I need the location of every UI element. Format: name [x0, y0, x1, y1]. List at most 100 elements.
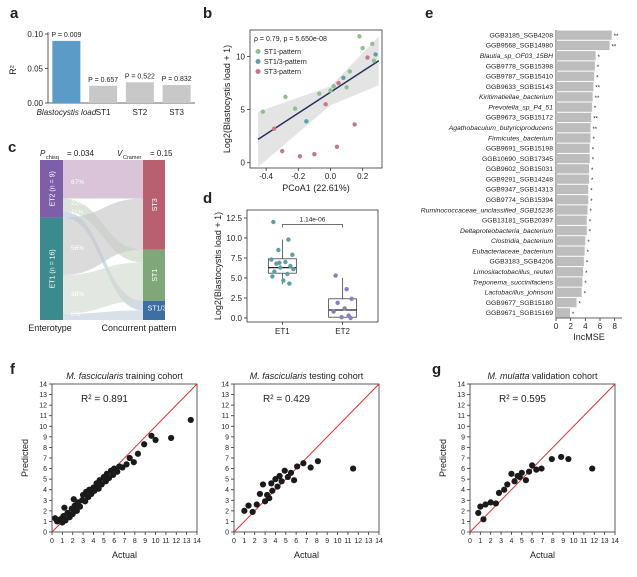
legend-marker [255, 49, 261, 54]
confidence-band [258, 36, 379, 167]
data-point [533, 466, 540, 473]
data-point [487, 499, 494, 506]
significance-stars: * [590, 189, 593, 195]
legend-label: ST1/3-pattern [264, 59, 307, 66]
x-tick-label: ST3 [169, 108, 184, 117]
y-tick-label: 12 [457, 403, 465, 410]
x-tick-label: 10 [570, 538, 578, 545]
x-axis-label: PCoA1 (22.61%) [282, 183, 350, 193]
data-point [148, 432, 155, 439]
feature-label: GGB9677_SGB15180 [486, 300, 553, 307]
significance-stars: * [584, 291, 587, 297]
plot-frame [246, 209, 379, 323]
panel-letter-a: a [10, 5, 19, 22]
data-point [514, 472, 521, 480]
y-tick-label: 12 [39, 403, 47, 410]
data-point [285, 271, 290, 277]
panel-e-importance: GGB3185_SGB4208 **GGB9568_SGB14980 **Blaut… [421, 30, 622, 342]
data-point [307, 464, 314, 471]
y-tick-label: 9 [461, 434, 465, 441]
x-tick-label: 7 [305, 538, 309, 545]
data-point [245, 502, 252, 509]
x-tick-label: 14 [375, 538, 383, 545]
panel-b-scatter: -0.4 -0.2 0.0 0.2 0 5 10 PCoA1 (22.61%) Log2(Bla… [222, 29, 383, 193]
x-axis-label: IncMSE [573, 332, 605, 342]
y-tick-label: 7 [43, 456, 47, 463]
legend-marker [255, 59, 261, 64]
data-point [283, 259, 288, 265]
x-axis-label: Actual [530, 550, 555, 560]
y-tick-label: 2.5 [231, 294, 243, 303]
x-tick-label: 10 [152, 538, 160, 545]
y-tick-label: 10.0 [226, 234, 242, 243]
bar [556, 143, 590, 153]
y-tick-label: 0 [241, 159, 246, 168]
data-point [341, 75, 346, 80]
data-point [335, 300, 340, 305]
header-p-label: P [40, 149, 46, 158]
x-tick-label: 6 [294, 538, 298, 545]
data-point [268, 480, 275, 487]
legend-label: ST3-pattern [264, 69, 301, 76]
y-tick-label: 8 [461, 445, 465, 452]
right-node-label: ST1 [152, 269, 159, 282]
data-point [336, 80, 341, 86]
data-point [61, 504, 68, 511]
x-tick-label: 4 [509, 538, 513, 545]
bar [52, 40, 81, 103]
feature-label: Eubacteriaceae_bacterium [472, 248, 553, 255]
y-tick-label: 5 [225, 477, 229, 484]
feature-label: Prevotella_sp_P4_51 [488, 104, 553, 111]
significance-stars: * [585, 271, 588, 277]
data-point [130, 459, 137, 466]
panel-letter-d: d [203, 190, 212, 207]
data-point [522, 477, 530, 484]
significance-stars: * [590, 209, 593, 215]
data-point [134, 450, 142, 457]
data-point [241, 507, 248, 514]
x-tick-label: ST1 [96, 108, 111, 117]
y-tick-label: 14 [221, 382, 229, 389]
x-tick-label: 14 [193, 538, 201, 545]
data-point [529, 462, 536, 469]
bar [556, 153, 590, 164]
data-point [333, 273, 338, 278]
significance-stars: ** [595, 96, 600, 102]
title-species: M. fascicularis [66, 371, 124, 381]
x-tick-label: 4 [91, 538, 95, 545]
r2-label: R² = 0.595 [499, 394, 546, 405]
left-node [40, 160, 63, 218]
flow-percent-label: 6% [71, 311, 81, 318]
stats-label: ρ = 0.79, p = 5.650e-08 [254, 36, 327, 43]
significance-stars: * [584, 281, 587, 287]
title-cohort: training cohort [123, 371, 183, 381]
y-tick-label: 13 [39, 392, 47, 399]
feature-label: GGB3185_SGB4208 [490, 32, 554, 39]
bar-p-label: P = 0.009 [51, 32, 81, 39]
data-point [123, 461, 130, 468]
feature-label: GGB9347_SGB14313 [486, 187, 553, 194]
bar [556, 112, 592, 123]
significance-stars: * [592, 158, 595, 164]
data-point [270, 274, 275, 279]
data-point [304, 119, 309, 124]
significance-stars: * [590, 199, 593, 205]
data-point [187, 416, 194, 424]
panel-letter-c: c [8, 139, 16, 156]
flow-percent-label: 11% [71, 209, 84, 216]
data-point [357, 34, 362, 39]
bar-p-label: P = 0.832 [162, 76, 192, 83]
y-tick-label: 4 [225, 487, 229, 494]
data-point [294, 463, 301, 470]
data-point [475, 509, 482, 517]
flow-percent-label: 67% [71, 179, 84, 186]
data-point [348, 315, 353, 321]
data-point [360, 45, 365, 51]
bar [556, 205, 588, 215]
y-tick-label: 7.5 [231, 254, 243, 263]
x-tick-label: -0.4 [259, 172, 273, 181]
x-tick-label: 13 [601, 538, 609, 545]
data-point [290, 477, 298, 484]
flow-percent-label: 38% [71, 291, 84, 298]
